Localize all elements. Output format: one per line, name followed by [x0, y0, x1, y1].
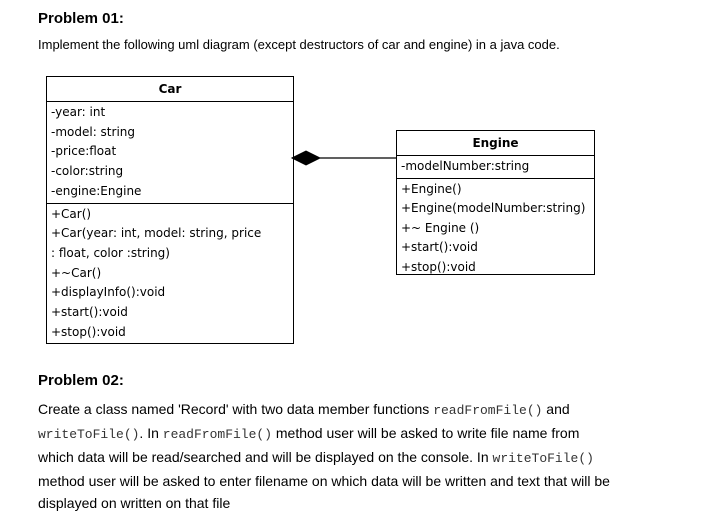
problem1-heading: Problem 01:	[38, 10, 124, 27]
body-text: method user will be asked to write file …	[272, 425, 580, 441]
engine-method: +start():void	[401, 240, 478, 254]
engine-method: +~ Engine ()	[401, 220, 480, 235]
car-attributes: -year: int -model: string -price:float -col…	[47, 102, 293, 203]
problem2-line: which data will be read/searched and wil…	[38, 446, 708, 470]
body-text: method user will be asked to enter filen…	[38, 473, 610, 489]
car-method: +~Car()	[51, 265, 102, 280]
car-method: +Car()	[51, 206, 92, 221]
problem1-instruction: Implement the following uml diagram (exc…	[38, 37, 560, 52]
car-method: : float, color :string)	[51, 245, 170, 260]
code-identifier: writeToFile()	[492, 451, 594, 466]
car-attribute: -year: int	[51, 105, 106, 119]
uml-class-engine: Engine -modelNumber:string +Engine() +Eng…	[396, 130, 595, 275]
composition-diamond-icon	[290, 150, 322, 166]
body-text: Create a class named 'Record' with two d…	[38, 401, 434, 417]
car-method: +start():void	[51, 305, 128, 320]
car-method: +Car(year: int, model: string, price	[51, 226, 262, 241]
engine-method: +Engine()	[401, 181, 462, 196]
car-method: +stop():void	[51, 324, 126, 339]
engine-method: +stop():void	[401, 259, 476, 274]
body-text: and	[542, 401, 570, 417]
body-text: which data will be read/searched and wil…	[38, 449, 493, 465]
code-identifier: readFromFile()	[433, 403, 543, 418]
problem2-heading: Problem 02:	[38, 372, 124, 389]
body-text: . In	[139, 425, 163, 441]
problem2-line: Create a class named 'Record' with two d…	[38, 398, 708, 422]
car-attribute: -engine:Engine	[51, 183, 142, 198]
engine-attribute: -modelNumber:string	[401, 159, 530, 173]
car-methods: +Car() +Car(year: int, model: string, pri…	[47, 202, 293, 344]
problem2-line: method user will be asked to enter filen…	[38, 470, 708, 492]
problem2-line: writeToFile(). In readFromFile() method …	[38, 422, 708, 446]
class-name-engine: Engine	[397, 131, 594, 156]
engine-method: +Engine(modelNumber:string)	[401, 201, 586, 215]
uml-class-car: Car -year: int -model: string -price:float…	[46, 76, 294, 344]
problem2-line: displayed on written on that file	[38, 492, 708, 514]
class-name-car: Car	[47, 77, 293, 102]
body-text: displayed on written on that file	[38, 495, 231, 511]
code-identifier: writeToFile()	[38, 427, 140, 442]
car-attribute: -color:string	[51, 164, 124, 179]
problem2-body: Create a class named 'Record' with two d…	[38, 398, 708, 514]
car-attribute: -price:float	[51, 144, 117, 159]
engine-methods: +Engine() +Engine(modelNumber:string) +~ E…	[397, 177, 594, 279]
car-attribute: -model: string	[51, 124, 135, 139]
car-method: +displayInfo():void	[51, 285, 166, 300]
code-identifier: readFromFile()	[162, 427, 272, 442]
engine-attributes: -modelNumber:string	[397, 156, 594, 178]
